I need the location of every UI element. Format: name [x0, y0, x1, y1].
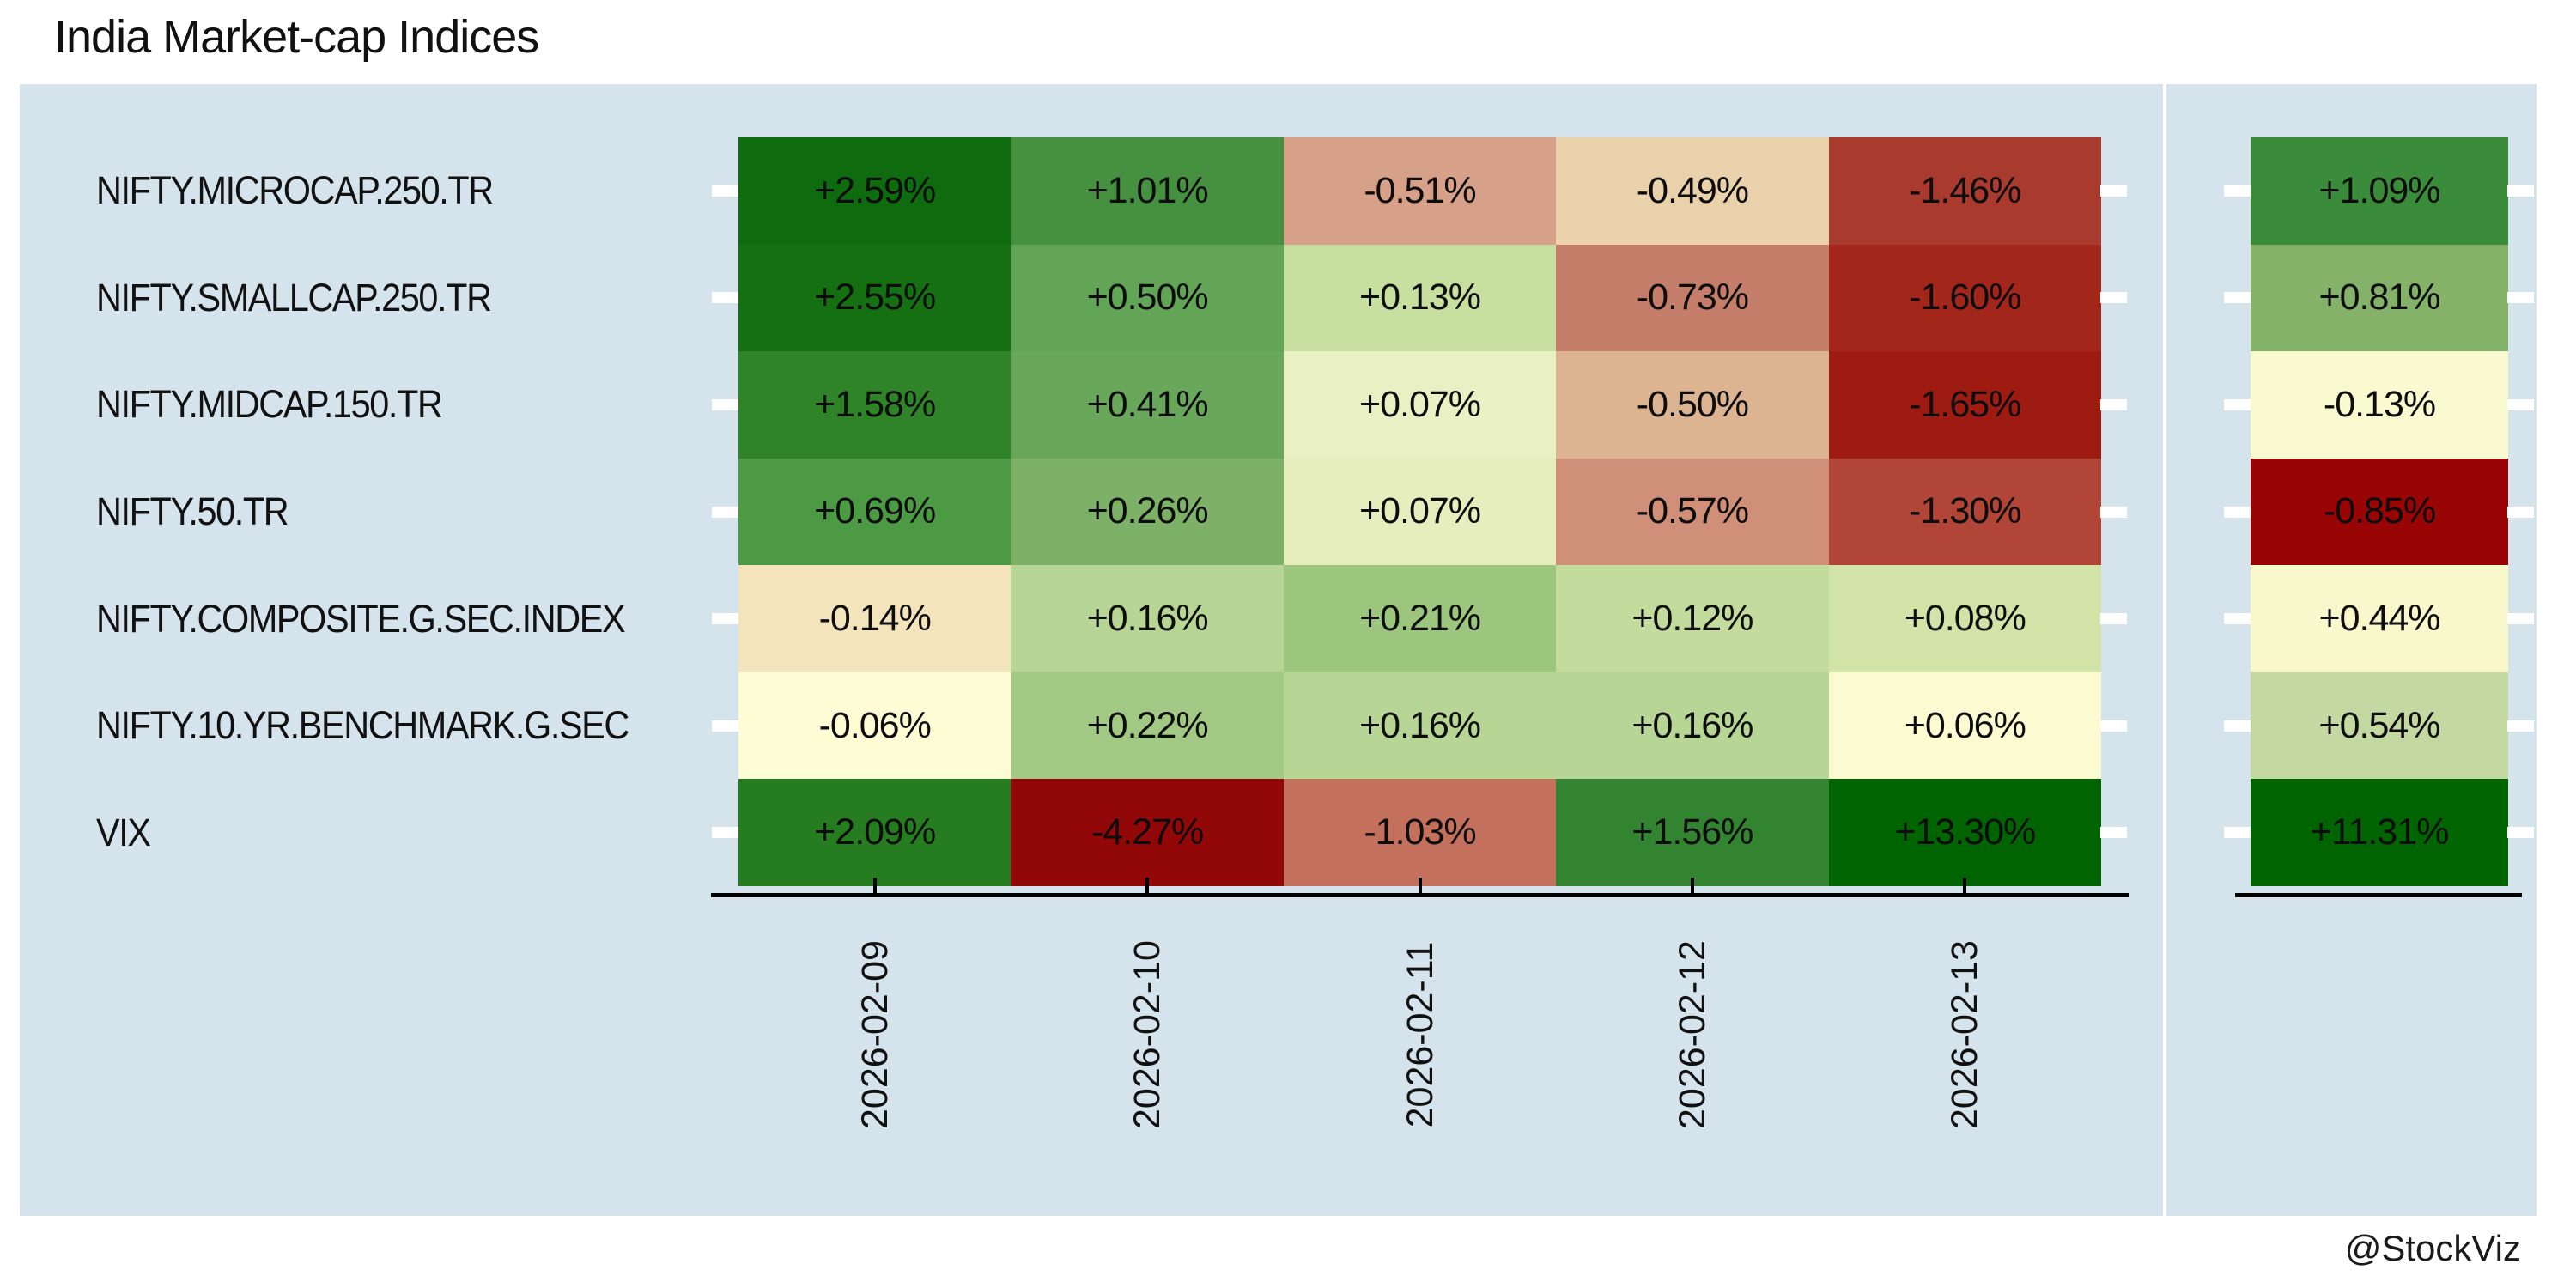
row-tick-mark: [712, 506, 738, 518]
heatmap-cell: +2.09%: [738, 779, 1012, 886]
row-tick-mark: [2507, 720, 2534, 732]
heatmap-cell: -0.57%: [1556, 458, 1829, 566]
row-tick-mark: [2100, 185, 2127, 197]
row-tick-mark: [712, 720, 738, 732]
heatmap-cell: +0.16%: [1556, 671, 1829, 780]
x-axis-tick: [1418, 878, 1422, 896]
heatmap-cell: +0.26%: [1011, 458, 1284, 566]
heatmap-cell: -0.51%: [1283, 137, 1557, 245]
row-tick-mark: [2224, 506, 2251, 518]
heatmap-cell: +13.30%: [1828, 779, 2101, 886]
summary-cell: +11.31%: [2251, 779, 2508, 886]
x-axis-tick: [1690, 878, 1694, 896]
heatmap-cell: -1.46%: [1828, 137, 2101, 245]
x-axis-tick: [872, 878, 877, 896]
heatmap-cell: +0.07%: [1283, 351, 1557, 459]
heatmap-cell: +0.07%: [1283, 458, 1557, 566]
row-tick-mark: [2224, 720, 2251, 732]
summary-grid: +1.09% +0.81% -0.13% -0.85% +0.44% +0.54% +11.…: [2251, 137, 2508, 886]
row-tick-mark: [712, 185, 738, 197]
summary-cell: +0.81%: [2251, 244, 2508, 352]
row-tick-mark: [2507, 398, 2534, 410]
heatmap-cell: -0.06%: [738, 671, 1012, 780]
row-tick-mark: [2100, 613, 2127, 625]
page-title: India Market-cap Indices: [54, 11, 539, 63]
heatmap-cell: +2.59%: [738, 137, 1012, 245]
heatmap-cell: -0.50%: [1556, 351, 1829, 459]
x-axis-line-main: [711, 893, 2129, 897]
heatmap-cell: +0.50%: [1011, 244, 1284, 352]
heatmap-cell: +1.01%: [1011, 137, 1284, 245]
summary-cell: +0.44%: [2251, 565, 2508, 672]
row-labels: NIFTY.MICROCAP.250.TR NIFTY.SMALLCAP.250.…: [96, 137, 732, 886]
row-tick-mark: [2224, 827, 2251, 839]
summary-cell: +0.54%: [2251, 671, 2508, 780]
summary-cell: -0.85%: [2251, 458, 2508, 566]
row-tick-mark: [2507, 506, 2534, 518]
x-axis-line-summary: [2235, 893, 2522, 897]
heatmap-cell: +2.55%: [738, 244, 1012, 352]
heatmap-cell: -1.65%: [1828, 351, 2101, 459]
row-tick-mark: [2100, 398, 2127, 410]
row-label: NIFTY.10.YR.BENCHMARK.G.SEC: [96, 703, 629, 748]
x-axis-tick: [1963, 878, 1967, 896]
heatmap-cell: +0.16%: [1283, 671, 1557, 780]
heatmap-cell: +0.12%: [1556, 565, 1829, 672]
row-tick-mark: [2507, 292, 2534, 304]
heatmap-cell: -0.49%: [1556, 137, 1829, 245]
row-label: NIFTY.MIDCAP.150.TR: [96, 382, 443, 427]
heatmap-cell: +0.13%: [1283, 244, 1557, 352]
row-label: NIFTY.MICROCAP.250.TR: [96, 168, 494, 213]
row-tick-mark: [2100, 720, 2127, 732]
heatmap-cell: -1.03%: [1283, 779, 1557, 886]
row-label: VIX: [96, 810, 151, 854]
row-label: NIFTY.50.TR: [96, 489, 289, 533]
heatmap-cell: +0.22%: [1011, 671, 1284, 780]
summary-cell: +1.09%: [2251, 137, 2508, 245]
row-tick-mark: [2224, 398, 2251, 410]
heatmap-cell: -1.30%: [1828, 458, 2101, 566]
row-tick-mark: [2100, 292, 2127, 304]
row-label: NIFTY.SMALLCAP.250.TR: [96, 275, 492, 319]
heatmap-cell: -0.73%: [1556, 244, 1829, 352]
row-tick-mark: [712, 398, 738, 410]
heatmap-cell: +1.58%: [738, 351, 1012, 459]
heatmap-cell: +0.16%: [1011, 565, 1284, 672]
row-tick-mark: [2224, 613, 2251, 625]
heatmap-cell: +0.08%: [1828, 565, 2101, 672]
row-tick-mark: [2507, 185, 2534, 197]
row-tick-mark: [2224, 292, 2251, 304]
heatmap-grid: +2.59% +1.01% -0.51% -0.49% -1.46% +2.55% +0.5…: [738, 137, 2101, 886]
summary-cell: -0.13%: [2251, 351, 2508, 459]
row-tick-mark: [2507, 613, 2534, 625]
row-tick-mark: [2224, 185, 2251, 197]
heatmap-cell: -1.60%: [1828, 244, 2101, 352]
heatmap-cell: +0.69%: [738, 458, 1012, 566]
row-tick-mark: [712, 613, 738, 625]
heatmap-cell: +0.21%: [1283, 565, 1557, 672]
row-tick-mark: [2100, 506, 2127, 518]
row-label: NIFTY.COMPOSITE.G.SEC.INDEX: [96, 596, 626, 641]
heatmap-cell: +1.56%: [1556, 779, 1829, 886]
row-tick-mark: [712, 292, 738, 304]
heatmap-cell: +0.41%: [1011, 351, 1284, 459]
watermark-credit: @StockViz: [2344, 1228, 2521, 1268]
heatmap-cell: -4.27%: [1011, 779, 1284, 886]
heatmap-cell: +0.06%: [1828, 671, 2101, 780]
row-tick-mark: [712, 827, 738, 839]
x-axis-tick: [1145, 878, 1150, 896]
heatmap-cell: -0.14%: [738, 565, 1012, 672]
row-tick-mark: [2100, 827, 2127, 839]
row-tick-mark: [2507, 827, 2534, 839]
